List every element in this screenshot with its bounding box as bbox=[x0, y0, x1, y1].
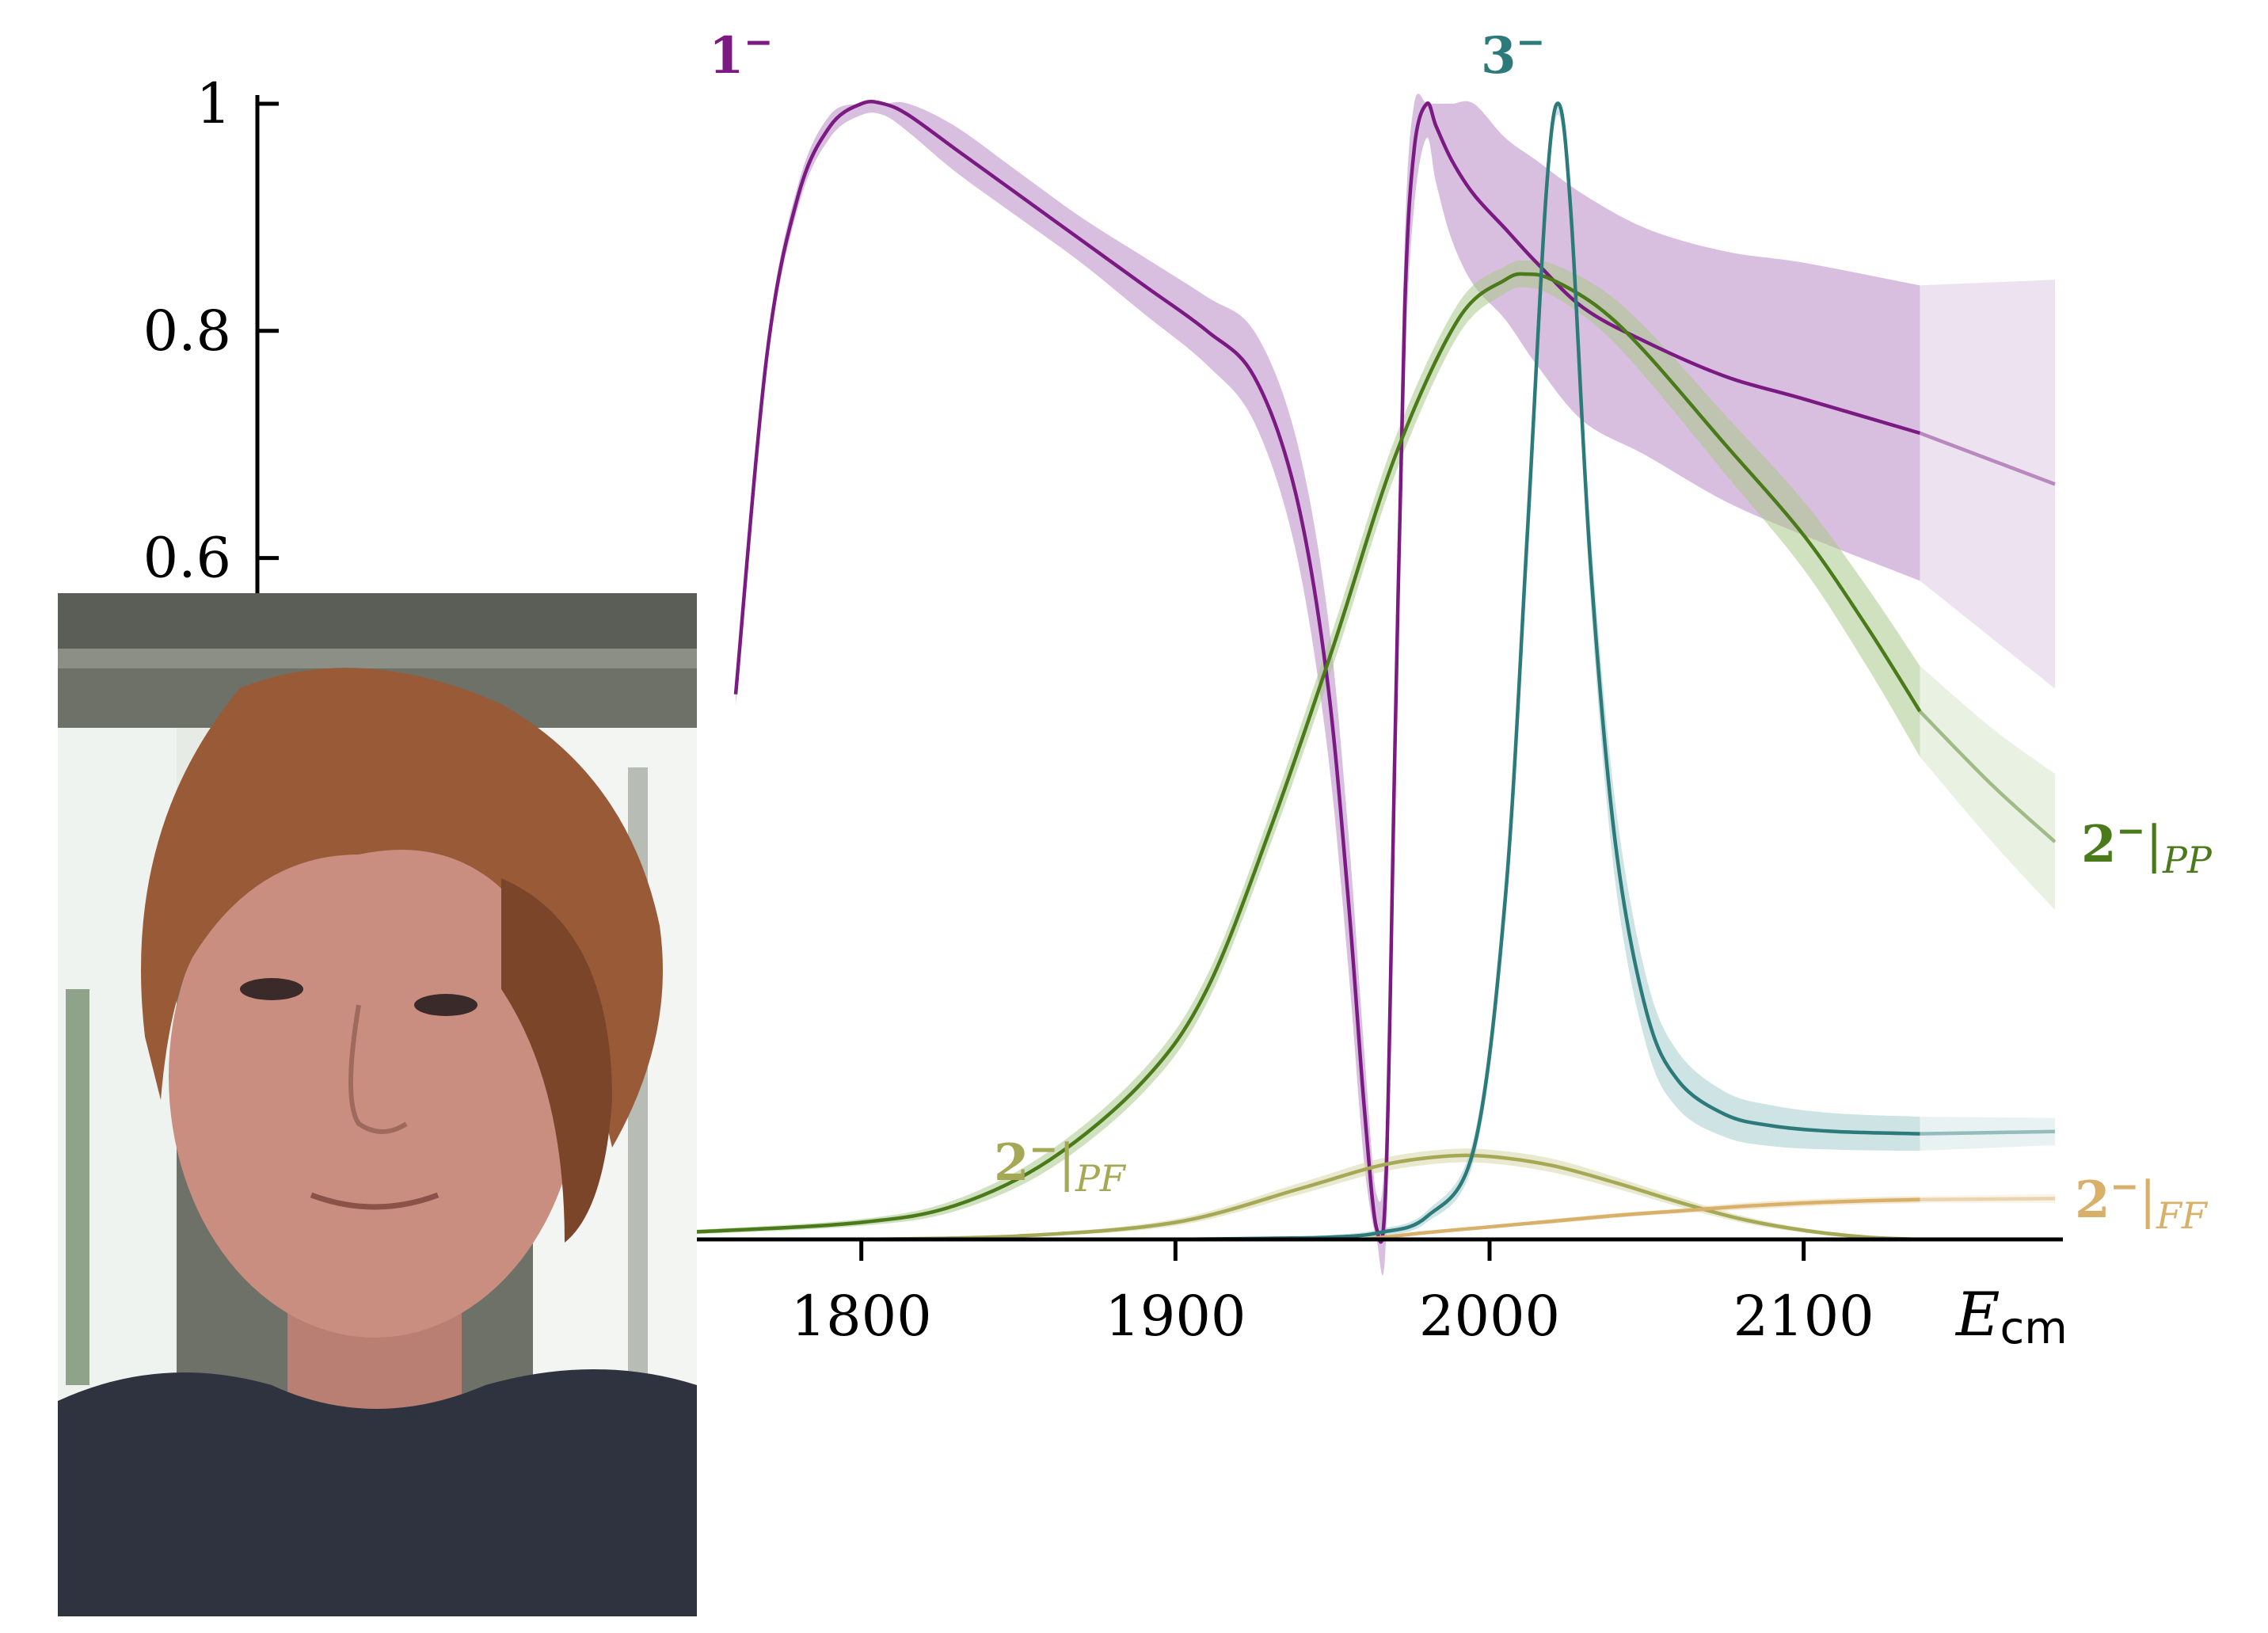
series-label: 2−|PP bbox=[2081, 811, 2213, 881]
line-2pp-main bbox=[452, 272, 1922, 1242]
x-axis-title: Ecm bbox=[1954, 1279, 2068, 1354]
line-2ff-extrapolated bbox=[1920, 1197, 2056, 1202]
line-1-extrapolated bbox=[1919, 431, 2056, 486]
line-3-main bbox=[1175, 101, 1920, 1242]
series-label: 1− bbox=[709, 22, 773, 86]
x-tick-label: 1800 bbox=[791, 1284, 932, 1349]
x-tick-label: 2100 bbox=[1733, 1284, 1874, 1349]
y-tick-label: 0.6 bbox=[143, 526, 231, 591]
y-tick-label: 1 bbox=[196, 71, 231, 136]
x-tick-label: 1900 bbox=[1105, 1284, 1246, 1349]
line-3-extrapolated bbox=[1920, 1129, 2056, 1136]
line-2pp-extrapolated bbox=[1918, 710, 2057, 843]
series-label: 3− bbox=[1481, 22, 1545, 86]
series-labels: 1− 2−|PP 2−|PF 3− 2−|FF bbox=[709, 22, 2213, 1237]
band-1-extrapolated bbox=[1920, 280, 2055, 689]
band-2ff-extrapolated bbox=[1920, 1193, 2055, 1204]
band-2ff-main bbox=[1364, 1196, 1920, 1239]
series-label: 2−|FF bbox=[2075, 1167, 2209, 1237]
series-lines bbox=[452, 100, 2057, 1244]
y-tick-label: 0.8 bbox=[143, 299, 231, 364]
line-2ff-main bbox=[1364, 1197, 1920, 1242]
person-photo bbox=[58, 593, 697, 1616]
line-1-main bbox=[733, 100, 1921, 1244]
band-3-main bbox=[1175, 102, 1920, 1240]
band-3-extrapolated bbox=[1920, 1117, 2055, 1151]
line-2pf-main bbox=[861, 1153, 1920, 1242]
x-tick-label: 2000 bbox=[1419, 1284, 1560, 1349]
band-2pp-extrapolated bbox=[1920, 665, 2055, 911]
series-label: 2−|PF bbox=[994, 1129, 1127, 1200]
